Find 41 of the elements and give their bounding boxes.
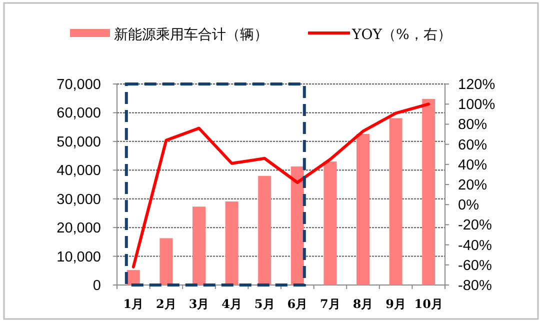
bar bbox=[192, 206, 206, 285]
y-tick-label: 10,000 bbox=[56, 249, 101, 266]
y2-tick-label: 0% bbox=[458, 198, 480, 214]
x-tick-label: 10月 bbox=[414, 297, 443, 311]
bar bbox=[356, 134, 370, 285]
line-series bbox=[132, 102, 430, 268]
y2-tick-label: -60% bbox=[458, 258, 492, 274]
y2-tick-label: 20% bbox=[458, 178, 488, 194]
x-tick-label: 1月 bbox=[123, 297, 144, 311]
bar bbox=[290, 166, 304, 285]
bar bbox=[258, 176, 272, 285]
bar bbox=[422, 98, 436, 285]
legend-label: YOY（%，右） bbox=[351, 27, 452, 43]
y-tick-label: 30,000 bbox=[56, 192, 101, 208]
y2-tick-label: 120% bbox=[458, 77, 496, 93]
y-tick-label: 50,000 bbox=[56, 134, 101, 150]
y2-tick-label: 60% bbox=[458, 137, 488, 154]
y2-tick-label: -40% bbox=[458, 238, 492, 254]
x-tick-label: 3月 bbox=[188, 297, 210, 311]
bar bbox=[389, 118, 402, 285]
y2-tick-label: -80% bbox=[458, 278, 492, 294]
bar bbox=[225, 201, 238, 285]
bar bbox=[160, 238, 173, 285]
x-tick-label: 4月 bbox=[222, 297, 242, 311]
x-tick-label: 9月 bbox=[386, 297, 406, 311]
x-tick-label: 8月 bbox=[352, 297, 374, 311]
y2-tick-label: 100% bbox=[458, 97, 496, 114]
x-tick-label: 2月 bbox=[156, 297, 176, 311]
bar bbox=[324, 162, 337, 285]
y-tick-label: 40,000 bbox=[56, 163, 101, 180]
y-tick-label: 20,000 bbox=[56, 220, 101, 237]
y2-tick-label: -20% bbox=[458, 218, 492, 234]
y2-tick-label: 80% bbox=[458, 117, 488, 134]
legend-label: 新能源乘用车合计（辆） bbox=[114, 27, 268, 43]
y-tick-label: 70,000 bbox=[56, 77, 101, 93]
y-tick-label: 60,000 bbox=[56, 106, 101, 122]
x-tick-label: 5月 bbox=[254, 297, 275, 311]
y-tick-label: 0 bbox=[92, 278, 101, 294]
x-tick-label: 7月 bbox=[320, 297, 340, 311]
x-tick-label: 6月 bbox=[287, 297, 308, 311]
y2-tick-label: 40% bbox=[458, 157, 488, 174]
